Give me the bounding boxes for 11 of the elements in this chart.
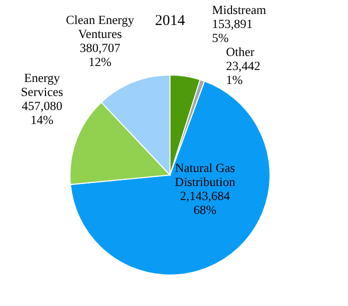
slice-label: Natural Gas Distribution [174, 161, 236, 189]
text: 2014 [155, 13, 186, 29]
data-label: 23,442 1% [226, 59, 260, 87]
slice-label: Clean Energy Ventures [66, 13, 135, 41]
data-label: 380,707 12% [80, 41, 120, 69]
data-label: 457,080 14% [22, 99, 62, 127]
data-label: 2,143,684 68% [180, 189, 231, 217]
slice-label: Energy Services [20, 71, 64, 99]
slice-label: Midstream [212, 3, 266, 17]
slice-label: Other [226, 45, 256, 59]
data-label: 153,891 5% [212, 17, 253, 45]
